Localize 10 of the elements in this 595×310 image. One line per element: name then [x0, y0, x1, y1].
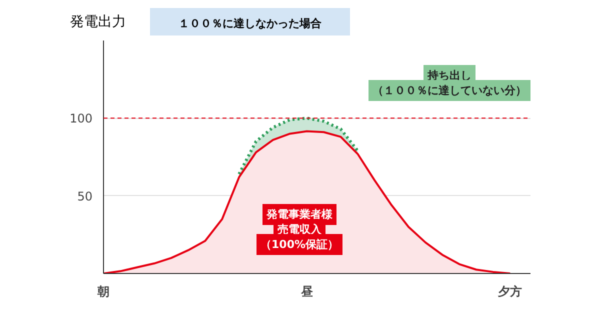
- annotation: （１００％に達していない分）: [372, 84, 526, 97]
- annotation: （100%保証）: [260, 238, 338, 251]
- x-tick-label: 朝: [96, 284, 110, 298]
- x-tick-label: 昼: [300, 284, 314, 298]
- y-tick-label: 50: [77, 189, 93, 204]
- x-tick-label: 夕方: [497, 284, 522, 298]
- annotation: 発電事業者様: [266, 208, 334, 221]
- y-axis-title: 発電出力: [70, 13, 126, 32]
- text: １００％に達しなかった場合: [178, 16, 322, 32]
- y-tick-label: 100: [70, 112, 92, 126]
